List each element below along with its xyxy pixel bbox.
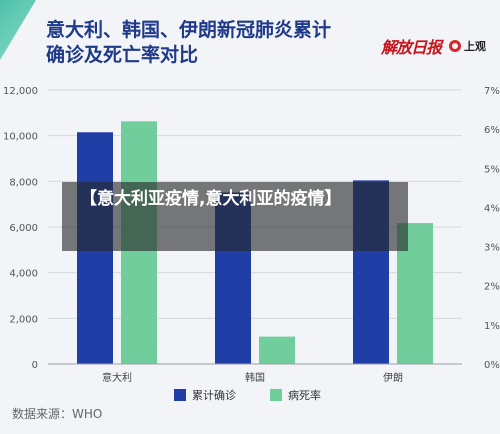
publisher-logos: 解放日报 上观 <box>381 34 486 58</box>
caption-overlay-text: 【意大利亚疫情,意大利亚的疫情】 <box>80 189 342 209</box>
y-right-tick-label: 0% <box>484 360 500 371</box>
y-right-tick-label: 5% <box>484 164 500 175</box>
y-left-tick-label: 10,000 <box>3 132 38 143</box>
y-right-tick-label: 7% <box>484 86 500 97</box>
y-right-tick-label: 4% <box>484 203 500 214</box>
y-right-tick-label: 6% <box>484 125 500 136</box>
y-left-tick-label: 2,000 <box>9 314 38 325</box>
x-tick-label: 伊朗 <box>383 372 403 384</box>
y-left-tick-label: 8,000 <box>9 177 38 188</box>
shangguan-logo-icon <box>449 40 461 52</box>
chart-title: 意大利、韩国、伊朗新冠肺炎累计 确诊及死亡率对比 <box>46 18 376 68</box>
y-left-tick-label: 4,000 <box>9 269 38 280</box>
x-tick-label: 韩国 <box>245 371 265 384</box>
jiefang-daily-logo: 解放日报 <box>380 38 442 57</box>
y-left-tick-label: 0 <box>32 360 38 371</box>
y-right-tick-label: 1% <box>484 321 500 332</box>
shangguan-logo-text: 上观 <box>464 40 486 53</box>
legend-label-confirmed: 累计确诊 <box>192 388 236 402</box>
y-left-tick-label: 6,000 <box>9 223 38 234</box>
x-tick-label: 意大利 <box>102 371 132 384</box>
bar-death-rate <box>259 336 295 364</box>
shangguan-logo: 上观 <box>449 38 486 54</box>
caption-overlay <box>62 182 408 251</box>
legend-swatch-confirmed <box>174 389 186 401</box>
chart-title-line1: 意大利、韩国、伊朗新冠肺炎累计 <box>46 19 332 41</box>
y-right-tick-label: 3% <box>484 243 500 254</box>
y-left-tick-label: 12,000 <box>3 86 38 97</box>
chart-title-line2: 确诊及死亡率对比 <box>46 44 199 66</box>
y-right-tick-label: 2% <box>484 282 500 293</box>
legend-label-death-rate: 病死率 <box>288 388 321 402</box>
data-source: 数据来源：WHO <box>12 407 103 421</box>
legend-swatch-death-rate <box>270 389 282 401</box>
